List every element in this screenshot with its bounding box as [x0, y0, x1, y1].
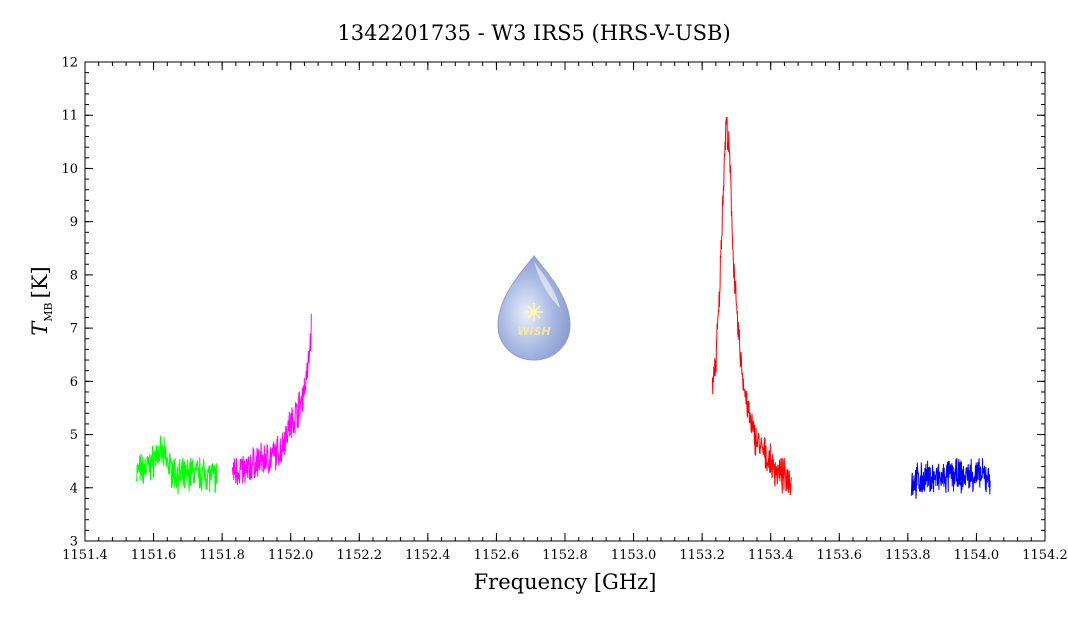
x-tick-label: 1152.4	[405, 548, 451, 563]
logo-text: WISH	[517, 325, 550, 338]
x-tick-label: 1151.6	[131, 548, 177, 563]
x-tick-label: 1151.8	[199, 548, 245, 563]
x-tick-label: 1153.8	[885, 548, 931, 563]
chart-title: 1342201735 - W3 IRS5 (HRS-V-USB)	[337, 21, 730, 45]
ticks-layer	[84, 61, 1046, 542]
x-tick-label: 1152.0	[268, 548, 314, 563]
y-tick-label: 3	[70, 535, 78, 550]
y-tick-label: 9	[70, 215, 78, 230]
x-tick-label: 1154.0	[954, 548, 1000, 563]
series-line-3	[711, 117, 792, 495]
y-tick-label: 4	[70, 481, 78, 496]
y-tick-labels: 3 4 5 6 7 8 9 10 11 12	[61, 56, 78, 550]
y-axis-unit: [K]	[28, 266, 52, 298]
x-tick-label: 1154.2	[1022, 548, 1068, 563]
series-layer	[135, 117, 991, 499]
x-tick-label: 1151.4	[62, 548, 108, 563]
x-tick-labels: 1151.4 1151.6 1151.8 1152.0 1152.2 1152.4 1152…	[62, 548, 1068, 563]
x-tick-label: 1153.0	[611, 548, 657, 563]
x-tick-label: 1152.2	[337, 548, 383, 563]
y-tick-label: 6	[70, 375, 78, 390]
y-tick-label: 11	[61, 109, 78, 124]
y-tick-label: 12	[61, 56, 78, 71]
x-tick-label: 1152.6	[474, 548, 520, 563]
y-tick-label: 7	[70, 322, 78, 337]
x-tick-label: 1153.2	[679, 548, 725, 563]
x-tick-label: 1153.6	[817, 548, 863, 563]
x-tick-label: 1152.8	[542, 548, 588, 563]
x-axis-label: Frequency [GHz]	[474, 570, 657, 594]
drop-highlight	[534, 262, 560, 308]
y-tick-label: 5	[70, 428, 78, 443]
y-axis-label: TMB [K]	[28, 266, 55, 335]
y-axis-subscript: MB	[42, 302, 55, 321]
series-line-4	[910, 457, 991, 499]
x-tick-label: 1153.4	[748, 548, 794, 563]
series-line-2	[231, 313, 312, 486]
y-tick-label: 10	[61, 162, 78, 177]
y-axis-symbol: T	[28, 320, 52, 336]
wish-logo: WISH	[497, 255, 571, 361]
y-tick-label: 8	[70, 268, 78, 283]
series-line-1	[135, 435, 218, 495]
